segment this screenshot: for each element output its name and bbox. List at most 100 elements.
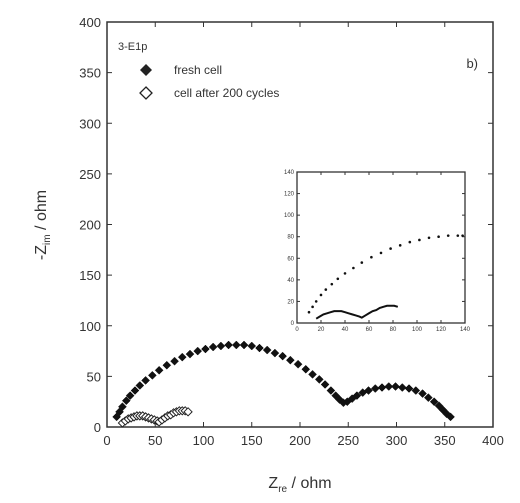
main-point-fresh-cell [418,389,427,398]
inset-point-fresh-cell [319,293,323,297]
main-series-group [112,340,455,428]
main-point-fresh-cell [130,386,140,395]
inset-point-fresh-cell [352,266,355,270]
main-axis-ticks: 0 50 100 150 200 250 300 350 4000501001502002503… [79,15,504,448]
main-y-tick-label: 250 [79,167,101,182]
inset-series-line-cell-after-200-cycles [315,304,399,320]
main-point-fresh-cell [335,395,344,405]
main-x-tick-label: 0 [103,433,110,448]
y-axis-label: -Zim / ohm [33,190,53,260]
inset-y-tick-label: 80 [287,235,294,241]
main-point-fresh-cell [270,348,280,358]
inset-point-fresh-cell [456,234,460,237]
inset-point-fresh-cell [324,288,328,291]
main-y-tick-label: 300 [79,116,101,131]
main-point-fresh-cell [262,345,272,355]
main-y-tick-label: 200 [79,218,101,233]
main-y-tick-label: 150 [79,268,101,283]
main-y-tick-label: 350 [79,66,101,81]
main-y-tick-label: 50 [87,369,101,384]
main-point-fresh-cell [148,371,157,380]
inset-y-tick-label: 20 [287,299,294,305]
main-point-cell-after-200-cycles [183,407,193,417]
inset-x-tick-label: 100 [412,327,423,333]
inset-y-tick-label: 60 [287,256,294,262]
inset-point-fresh-cell [343,272,347,275]
main-point-fresh-cell [170,356,179,366]
inset-point-fresh-cell [408,240,412,244]
inset-point-fresh-cell [461,234,464,237]
main-point-fresh-cell [370,384,380,393]
inset-x-tick-label: 60 [366,327,373,333]
main-point-fresh-cell [285,355,295,365]
main-x-tick-label: 300 [386,433,408,448]
x-axis-label: Zre / ohm [268,475,331,495]
main-point-fresh-cell [364,386,373,395]
inset-series-group [307,234,464,320]
inset-point-fresh-cell [389,247,392,250]
inset-point-fresh-cell [314,300,318,303]
inset-point-fresh-cell [437,235,440,239]
main-point-fresh-cell [154,365,164,375]
main-point-fresh-cell [278,351,287,361]
main-x-tick-label: 250 [337,433,359,448]
main-point-fresh-cell [308,369,317,379]
inset-x-tick-label: 0 [295,327,299,333]
main-point-fresh-cell [216,341,226,351]
main-x-tick-label: 400 [482,433,504,448]
legend-label-cell-after-cycles: cell after 200 cycles [174,86,279,100]
main-point-fresh-cell [255,343,264,353]
main-point-fresh-cell [135,381,145,390]
main-point-fresh-cell [239,340,249,350]
main-point-fresh-cell [185,349,195,359]
legend-marker-fresh-cell [140,64,152,76]
inset-point-fresh-cell [330,282,334,286]
main-point-fresh-cell [314,375,324,384]
inset-point-fresh-cell [370,255,373,259]
inset-point-fresh-cell [446,234,450,237]
main-y-tick-label: 100 [79,319,101,334]
inset-y-tick-label: 100 [284,213,295,219]
panel-label: b) [466,56,478,71]
main-point-fresh-cell [118,402,127,412]
inset-x-tick-label: 20 [318,327,325,333]
main-point-fresh-cell [404,384,414,393]
main-point-fresh-cell [384,382,394,391]
main-point-fresh-cell [446,412,455,422]
main-point-fresh-cell [201,344,210,354]
legend-title: 3-E1p [118,41,147,53]
main-point-fresh-cell [397,383,407,392]
main-point-fresh-cell [320,380,330,389]
main-point-fresh-cell [141,376,150,385]
main-point-fresh-cell [231,340,241,350]
inset-y-tick-label: 140 [284,170,295,176]
main-point-fresh-cell [352,391,362,400]
inset-y-tick-label: 40 [287,278,294,284]
inset-point-fresh-cell [418,238,421,242]
inset-x-tick-label: 80 [390,327,397,333]
inset-point-fresh-cell [311,305,314,309]
main-point-fresh-cell [391,382,400,391]
main-point-fresh-cell [411,386,421,395]
legend-label-fresh-cell: fresh cell [174,63,222,77]
main-point-fresh-cell [125,391,135,400]
inset-point-fresh-cell [336,277,340,281]
inset-y-tick-label: 120 [284,192,295,198]
main-point-fresh-cell [193,346,203,356]
main-x-tick-label: 50 [148,433,162,448]
main-point-fresh-cell [247,341,257,351]
main-y-tick-label: 400 [79,15,101,30]
legend-marker-cell-after-cycles [139,86,153,100]
main-point-fresh-cell [429,397,439,407]
inset-x-tick-label: 40 [342,327,349,333]
main-point-fresh-cell [301,364,311,374]
inset-axis-ticks: 0 20 40 60 80 100 120 140 0 20 40 60 80 100 120 140 [284,170,471,333]
inset-point-fresh-cell [360,261,364,264]
main-point-fresh-cell [293,359,303,369]
main-x-tick-label: 350 [434,433,456,448]
main-point-fresh-cell [423,393,433,402]
inset-point-fresh-cell [427,236,431,240]
inset-plot-frame [296,171,466,324]
main-point-fresh-cell [177,352,187,362]
